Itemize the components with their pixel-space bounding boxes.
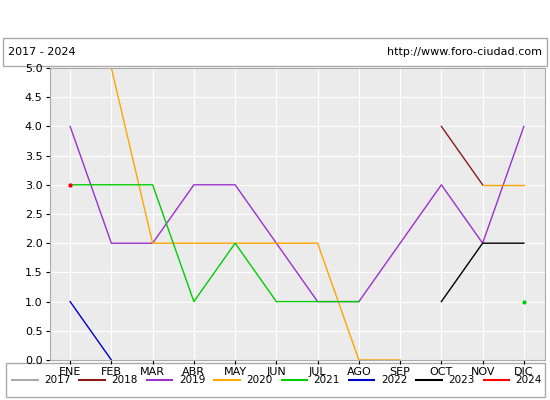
Text: Evolucion del paro registrado en Oncala: Evolucion del paro registrado en Oncala [122,10,428,26]
Text: 2017 - 2024: 2017 - 2024 [8,47,76,57]
Text: 2021: 2021 [314,375,340,385]
Text: 2017: 2017 [44,375,70,385]
Text: 2018: 2018 [111,375,138,385]
Text: 2023: 2023 [448,375,475,385]
Text: 2019: 2019 [179,375,205,385]
Text: 2022: 2022 [381,375,407,385]
Text: http://www.foro-ciudad.com: http://www.foro-ciudad.com [387,47,542,57]
Text: 2020: 2020 [246,375,272,385]
Text: 2024: 2024 [516,375,542,385]
